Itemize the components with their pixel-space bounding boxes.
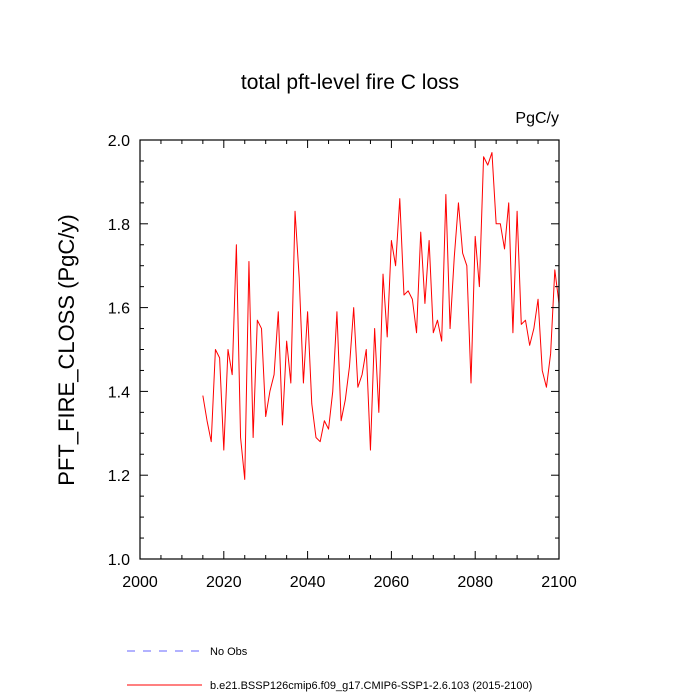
legend-label-2: b.e21.BSSP126cmip6.f09_g17.CMIP6-SSP1-2.… [210, 680, 532, 692]
plot-data-layer [202, 152, 560, 480]
y-tick-label: 1.0 [108, 552, 130, 569]
series-line-1 [202, 152, 560, 480]
x-tick-label: 2040 [290, 574, 326, 591]
y-tick-label: 1.6 [108, 301, 130, 318]
y-tick-label: 1.4 [108, 384, 130, 401]
legend-label-1: No Obs [210, 646, 248, 658]
x-tick-label: 2080 [457, 574, 493, 591]
units-label: PgC/y [515, 110, 559, 127]
y-tick-label: 1.2 [108, 468, 130, 485]
x-tick-label: 2020 [206, 574, 242, 591]
plot-frame [139, 139, 560, 560]
x-tick-label: 2060 [374, 574, 410, 591]
y-tick-label: 2.0 [108, 133, 130, 150]
axis-tick-labels: 2000 2020 2040 2060 2080 2100 1.0 1.2 1.4 1.6 1.8 2… [108, 133, 577, 591]
x-tick-label: 2000 [122, 574, 158, 591]
chart-title: total pft-level fire C loss [241, 71, 459, 94]
y-axis-label: PFT_FIRE_CLOSS (PgC/y) [54, 214, 79, 485]
y-tick-label: 1.8 [108, 217, 130, 234]
legend: No Obs b.e21.BSSP126cmip6.f09_g17.CMIP6-S… [127, 646, 532, 692]
x-tick-label: 2100 [541, 574, 577, 591]
axis-ticks [139, 139, 560, 560]
